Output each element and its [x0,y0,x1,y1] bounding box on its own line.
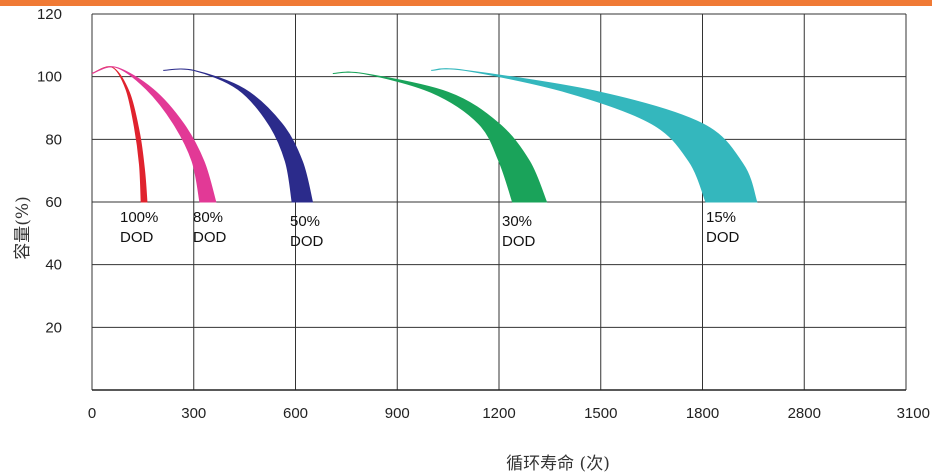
y-tick-label: 100 [37,69,62,86]
band-label-dod: DOD [120,229,154,246]
band-label-percent: 80% [193,209,223,226]
x-tick-label: 1500 [584,405,617,422]
dod-band-0 [91,66,148,203]
band-label-dod: DOD [502,233,536,250]
x-tick-label: 600 [283,405,308,422]
x-tick-label: 0 [88,405,96,422]
x-tick-label: 300 [181,405,206,422]
dod-band-2 [163,68,314,203]
x-tick-label: 1800 [686,405,719,422]
top-accent-bar [0,0,932,6]
y-tick-label: 60 [45,194,62,211]
band-label-dod: DOD [706,229,740,246]
dod-band-1 [91,66,217,203]
x-tick-label: 900 [385,405,410,422]
x-axis-title: 循环寿命 (次) [506,454,610,473]
band-labels: 100% DOD 80% DOD 50% DOD 30% DOD 15% DOD [120,209,740,250]
y-axis-title: 容量(%) [13,196,33,259]
band-label-percent: 50% [290,213,320,230]
y-tick-label: 80 [45,131,62,148]
band-label-percent: 30% [502,213,532,230]
band-label-dod: DOD [193,229,227,246]
y-tick-label: 20 [45,319,62,336]
y-tick-label: 120 [37,6,62,23]
dod-band-4 [431,68,758,203]
x-tick-label: 1200 [482,405,515,422]
band-label-percent: 100% [120,209,158,226]
x-tick-label: 2800 [788,405,821,422]
y-tick-label: 40 [45,257,62,274]
band-label-dod: DOD [290,233,324,250]
dod-band-3 [332,71,548,203]
band-label-percent: 15% [706,209,736,226]
x-tick-label: 3100 [897,405,930,422]
dod-bands [91,66,758,203]
